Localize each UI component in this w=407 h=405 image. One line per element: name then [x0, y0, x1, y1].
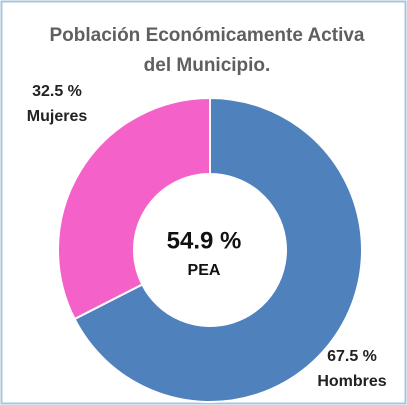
category-label: Mujeres — [27, 108, 88, 125]
donut-slice — [73, 96, 363, 403]
value-label: 67.5 % — [327, 348, 377, 365]
chart-title: del Municipio. — [144, 55, 271, 76]
donut-slice — [57, 96, 211, 321]
center-value: 54.9 % — [167, 227, 242, 254]
chart-title: Población Económicamente Activa — [50, 25, 365, 46]
value-label: 32.5 % — [32, 83, 82, 100]
center-text: PEA — [188, 262, 221, 279]
category-label: Hombres — [317, 373, 386, 390]
